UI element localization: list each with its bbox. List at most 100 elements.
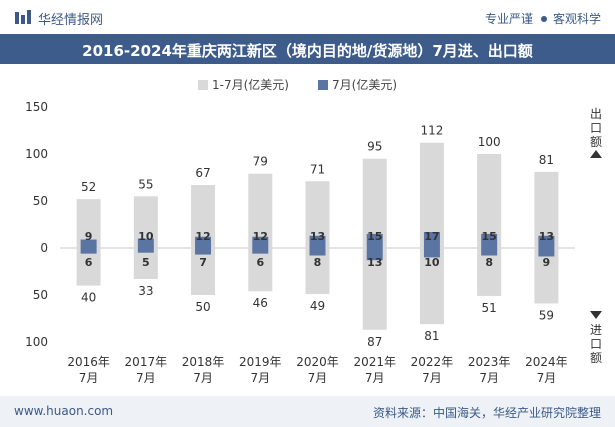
export-label-char: 额 — [590, 135, 602, 149]
x-tick-label-month: 7月 — [250, 371, 270, 385]
label-ytd-export: 71 — [310, 162, 325, 176]
label-month-import: 5 — [142, 256, 150, 269]
dot-separator — [540, 16, 547, 22]
y-tick-label: 50 — [33, 288, 48, 302]
x-tick-label-year: 2020年 — [296, 355, 339, 369]
label-ytd-export: 52 — [81, 180, 96, 194]
label-ytd-import: 51 — [482, 301, 497, 315]
tag-professional: 专业严谨 — [484, 12, 533, 26]
data-labels: 52 40 9 6 55 33 10 5 67 50 12 7 79 46 12 6 71 49 13 8 95 87 15… — [81, 124, 554, 349]
label-ytd-import: 33 — [138, 284, 153, 298]
y-tick-label: 0 — [40, 241, 48, 255]
y-tick-label: 100 — [25, 147, 48, 161]
x-axis: 2016年 7月 2017年 7月 2018年 7月 2019年 7月 2020年 7月 2021年… — [67, 355, 567, 385]
label-month-import: 6 — [85, 256, 93, 269]
bar-month — [423, 232, 440, 258]
bar-ytd — [133, 196, 158, 280]
x-tick-label-year: 2023年 — [468, 355, 511, 369]
x-tick-label-year: 2022年 — [411, 355, 454, 369]
title-bar: 2016-2024年重庆两江新区（境内目的地/货源地）7月进、出口额 — [0, 34, 615, 64]
bar-month — [137, 238, 154, 253]
label-ytd-import: 46 — [253, 296, 268, 310]
label-ytd-export: 95 — [367, 140, 382, 154]
label-month-export: 17 — [424, 230, 439, 243]
label-ytd-import: 50 — [195, 300, 210, 314]
label-ytd-import: 87 — [367, 335, 382, 349]
label-ytd-export: 100 — [478, 135, 501, 149]
label-ytd-import: 40 — [81, 291, 96, 305]
label-month-import: 10 — [424, 256, 440, 269]
label-month-import: 8 — [314, 256, 322, 269]
x-tick-label-month: 7月 — [537, 371, 557, 385]
up-arrow-icon — [590, 150, 602, 158]
label-month-export: 10 — [138, 230, 154, 243]
bar-month — [252, 236, 269, 254]
legend-label-month: 7月(亿美元) — [332, 77, 397, 92]
label-ytd-export: 81 — [539, 153, 554, 167]
tag-objective: 客观科学 — [552, 12, 601, 26]
bar-ytd — [477, 154, 502, 296]
label-ytd-import: 49 — [310, 299, 325, 313]
bar-month — [366, 233, 383, 261]
label-ytd-import: 59 — [539, 308, 554, 322]
export-label-char: 出 — [590, 107, 602, 121]
x-tick-label-year: 2019年 — [239, 355, 282, 369]
bar-month — [538, 235, 555, 257]
import-label-char: 额 — [590, 351, 602, 365]
label-month-import: 8 — [485, 256, 493, 269]
down-arrow-icon — [590, 311, 602, 319]
export-label-char: 口 — [590, 121, 602, 135]
label-month-import: 7 — [199, 256, 207, 269]
label-ytd-export: 79 — [253, 155, 268, 169]
bar-month — [80, 239, 97, 254]
tagline: 专业严谨 客观科学 — [485, 10, 601, 27]
x-tick-label-month: 7月 — [308, 371, 328, 385]
bars — [76, 142, 559, 330]
import-label-char: 口 — [590, 337, 602, 351]
x-tick-label-month: 7月 — [365, 371, 385, 385]
x-tick-label-month: 7月 — [136, 371, 156, 385]
website-link[interactable]: www.huaon.com — [14, 404, 114, 418]
x-tick-label-year: 2024年 — [525, 355, 568, 369]
x-tick-label-month: 7月 — [422, 371, 442, 385]
bar-month — [195, 236, 212, 255]
x-tick-label-month: 7月 — [79, 371, 99, 385]
data-source: 资料来源：中国海关，华经产业研究院整理 — [372, 406, 601, 420]
bar-ytd — [248, 173, 273, 292]
x-tick-label-month: 7月 — [193, 371, 213, 385]
legend: 1-7月(亿美元) 7月(亿美元) — [198, 77, 397, 92]
legend-swatch-ytd — [198, 80, 208, 90]
brand-name: 华经情报网 — [38, 13, 104, 28]
footer: www.huaon.com 资料来源：中国海关，华经产业研究院整理 — [0, 396, 615, 427]
y-tick-label: 50 — [33, 194, 48, 208]
label-month-export: 15 — [482, 230, 497, 243]
label-ytd-export: 55 — [138, 177, 153, 191]
x-tick-label-year: 2018年 — [182, 355, 225, 369]
label-month-import: 6 — [256, 256, 264, 269]
logo-icon — [15, 10, 31, 24]
label-month-export: 12 — [253, 230, 268, 243]
label-month-import: 9 — [543, 256, 551, 269]
label-ytd-export: 112 — [420, 124, 443, 138]
x-tick-label-year: 2017年 — [125, 355, 168, 369]
bar-month — [309, 235, 326, 256]
top-bar: 华经情报网 专业严谨 客观科学 — [0, 0, 615, 34]
label-month-export: 13 — [310, 230, 325, 243]
label-month-export: 13 — [539, 230, 554, 243]
label-month-import: 13 — [367, 256, 382, 269]
label-ytd-import: 81 — [424, 329, 439, 343]
import-label-char: 进 — [590, 323, 602, 337]
label-month-export: 12 — [195, 230, 210, 243]
x-tick-label-year: 2016年 — [67, 355, 110, 369]
label-month-export: 15 — [367, 230, 382, 243]
legend-label-ytd: 1-7月(亿美元) — [212, 77, 289, 92]
legend-swatch-month — [318, 80, 328, 90]
x-tick-label-year: 2021年 — [353, 355, 396, 369]
chart-title: 2016-2024年重庆两江新区（境内目的地/货源地）7月进、出口额 — [82, 42, 533, 60]
label-month-export: 9 — [85, 230, 93, 243]
bar-month — [481, 233, 498, 256]
label-ytd-export: 67 — [195, 166, 210, 180]
y-tick-label: 100 — [25, 335, 48, 349]
